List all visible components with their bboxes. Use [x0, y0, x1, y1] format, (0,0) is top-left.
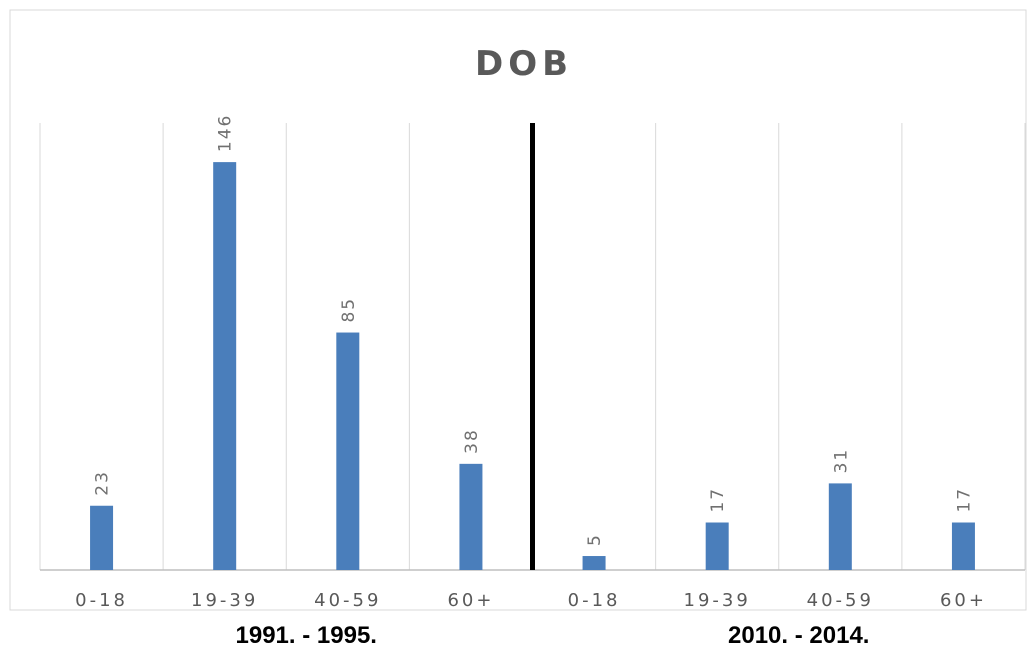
category-tick-label: 0-18	[568, 590, 621, 611]
bar	[705, 522, 729, 570]
period-label: 1991. - 1995.	[236, 622, 377, 648]
bar	[213, 162, 237, 571]
data-label: 17	[954, 487, 974, 513]
chart-area-border	[9, 9, 1027, 611]
bar	[582, 556, 606, 570]
data-label: 5	[585, 533, 605, 546]
bar	[90, 505, 114, 570]
category-tick-label: 19-39	[684, 590, 751, 611]
category-tick-label: 40-59	[807, 590, 874, 611]
data-label: 85	[339, 297, 359, 323]
bar	[951, 522, 975, 570]
bar	[459, 463, 483, 570]
data-label: 146	[216, 114, 236, 152]
data-label: 17	[708, 487, 728, 513]
category-tick-label: 60+	[940, 590, 987, 611]
chart-title: DOB	[475, 44, 573, 84]
period-label: 2010. - 2014.	[728, 622, 869, 648]
category-tick-label: 40-59	[314, 590, 381, 611]
bar	[336, 332, 360, 570]
bar	[828, 483, 852, 570]
data-label: 23	[93, 470, 113, 496]
data-labels: 23 146 85 38 5 17 31 17	[93, 114, 975, 546]
category-tick-label: 19-39	[191, 590, 258, 611]
period-labels: 1991. - 1995. 2010. - 2014.	[236, 123, 869, 648]
category-tick-label: 0-18	[75, 590, 128, 611]
category-tick-label: 60+	[447, 590, 494, 611]
category-tick-labels: 0-18 19-39 40-59 60+ 0-18 19-39 40-59 60+	[75, 590, 987, 611]
data-label: 31	[831, 448, 851, 474]
data-label: 38	[462, 428, 482, 454]
bars	[90, 162, 975, 571]
